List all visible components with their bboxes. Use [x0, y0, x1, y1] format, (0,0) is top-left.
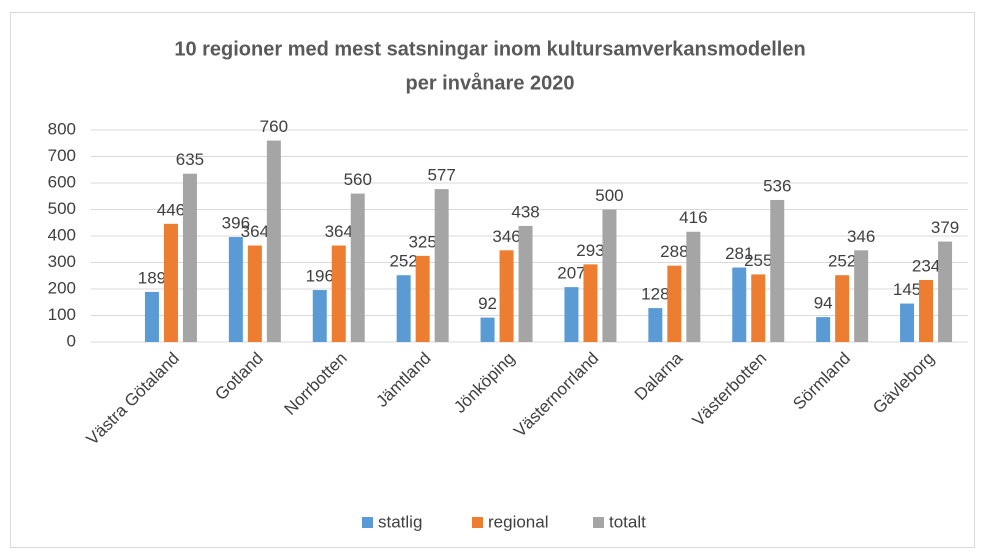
- data-label: 536: [763, 176, 791, 195]
- bar: [602, 209, 617, 342]
- bar: [499, 250, 514, 342]
- bar: [648, 308, 663, 342]
- y-tick-label: 400: [48, 225, 76, 244]
- bar: [686, 231, 701, 342]
- bar: [919, 279, 934, 342]
- data-label: 416: [679, 208, 707, 227]
- data-label: 255: [744, 251, 772, 270]
- data-label: 635: [176, 150, 204, 169]
- data-label: 128: [641, 285, 669, 304]
- bar: [518, 225, 533, 342]
- data-label: 92: [478, 294, 497, 313]
- data-label: 577: [427, 166, 455, 185]
- bar: [182, 173, 197, 342]
- data-label: 207: [557, 264, 585, 283]
- data-label: 379: [931, 218, 959, 237]
- bar: [854, 250, 869, 342]
- bar: [396, 275, 411, 342]
- data-label: 288: [660, 242, 688, 261]
- y-tick-label: 200: [48, 278, 76, 297]
- data-label: 346: [847, 227, 875, 246]
- y-tick-label: 600: [48, 172, 76, 191]
- bar: [667, 265, 682, 342]
- data-label: 438: [511, 202, 539, 221]
- legend-swatch: [472, 517, 483, 528]
- data-label: 281: [725, 244, 753, 263]
- bar: [816, 317, 831, 342]
- legend-swatch: [362, 517, 373, 528]
- bar: [480, 317, 495, 342]
- bar: [247, 245, 262, 342]
- data-label: 446: [157, 200, 185, 219]
- data-label: 560: [344, 170, 372, 189]
- data-label: 364: [241, 222, 269, 241]
- legend-label: regional: [488, 512, 549, 531]
- data-label: 196: [306, 267, 334, 286]
- data-label: 252: [389, 252, 417, 271]
- y-tick-label: 300: [48, 252, 76, 271]
- bar: [228, 237, 243, 342]
- bar: [312, 290, 327, 342]
- bar: [564, 287, 579, 342]
- y-tick-label: 700: [48, 146, 76, 165]
- bar: [144, 291, 159, 342]
- bar: [266, 140, 281, 342]
- y-tick-label: 0: [67, 331, 76, 350]
- bar: [835, 275, 850, 342]
- y-tick-label: 800: [48, 119, 76, 138]
- data-label: 346: [492, 227, 520, 246]
- data-label: 293: [576, 241, 604, 260]
- data-label: 94: [814, 294, 833, 313]
- data-label: 234: [912, 256, 940, 275]
- bar: [163, 223, 178, 342]
- data-label: 325: [408, 232, 436, 251]
- y-tick-label: 500: [48, 199, 76, 218]
- bar: [770, 199, 785, 342]
- data-label: 760: [260, 117, 288, 136]
- data-label: 364: [325, 222, 353, 241]
- chart-title: per invånare 2020: [406, 71, 575, 94]
- data-label: 252: [828, 252, 856, 271]
- bar: [751, 274, 766, 342]
- data-label: 145: [893, 280, 921, 299]
- legend-label: statlig: [378, 512, 422, 531]
- bar: [732, 267, 747, 342]
- bar: [331, 245, 346, 342]
- bar: [415, 255, 430, 342]
- bar: [350, 193, 365, 342]
- chart-title: 10 regioner med mest satsningar inom kul…: [174, 38, 805, 60]
- y-tick-label: 100: [48, 305, 76, 324]
- bar: [583, 264, 598, 342]
- data-label: 396: [222, 214, 250, 233]
- bar: [938, 241, 953, 342]
- bar: [900, 303, 915, 342]
- bar: [434, 189, 449, 342]
- legend-swatch: [593, 517, 604, 528]
- data-label: 189: [138, 268, 166, 287]
- legend-label: totalt: [609, 512, 646, 531]
- data-label: 500: [595, 186, 623, 205]
